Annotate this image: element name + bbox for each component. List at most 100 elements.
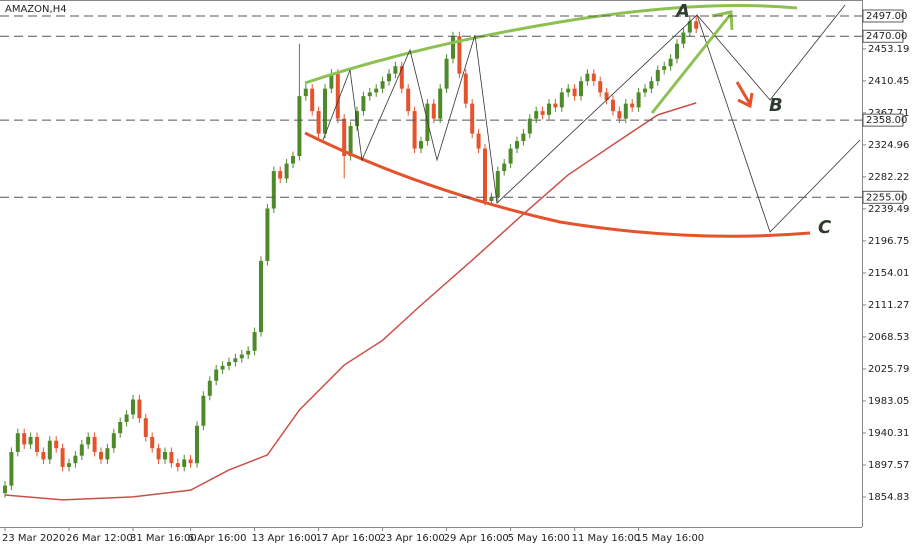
candle-body <box>220 365 225 370</box>
candle-body <box>323 88 327 134</box>
candle-body <box>227 362 231 366</box>
candle-body <box>393 66 398 74</box>
candle-body <box>431 103 436 119</box>
y-tick-label: 1940.31 <box>868 428 909 439</box>
candle-body <box>9 451 14 486</box>
candle-body <box>611 99 615 112</box>
x-tick-label: 23 Mar 2020 <box>2 533 65 544</box>
candle-body <box>515 141 519 149</box>
candle-body <box>15 433 20 452</box>
candle-body <box>547 103 551 115</box>
candle-body <box>374 88 379 93</box>
candle-body <box>579 81 583 97</box>
candle-body <box>163 451 167 460</box>
candle-body <box>111 433 116 449</box>
y-tick-label: 1854.83 <box>868 492 909 503</box>
x-tick-label: 17 Apr 16:00 <box>316 533 381 544</box>
moving-average <box>4 102 697 501</box>
candle-body <box>444 58 449 89</box>
candle-body <box>41 451 46 460</box>
candle-body <box>86 436 91 445</box>
annotation: B <box>769 95 783 116</box>
candle-body <box>278 171 283 179</box>
level-label-box <box>862 190 904 204</box>
candle-body <box>476 133 481 149</box>
pattern-line <box>322 14 861 233</box>
candle-body <box>124 414 129 422</box>
x-tick-label: 23 Apr 16:00 <box>380 533 445 544</box>
candle-body <box>585 73 590 82</box>
candle-body <box>67 463 71 467</box>
candle-body <box>79 444 84 456</box>
y-tick-label: 2410.45 <box>868 76 909 87</box>
candle-body <box>457 36 462 74</box>
x-tick-label: 13 Apr 16:00 <box>252 533 317 544</box>
candle-body <box>60 448 65 467</box>
candle-body <box>572 88 577 97</box>
plot <box>3 15 699 501</box>
level-label: 2255.00 <box>866 192 907 203</box>
up-arrow-head <box>711 10 734 31</box>
candle-body <box>527 118 532 134</box>
candle-body <box>54 440 59 449</box>
candle-body <box>35 436 39 452</box>
candle-body <box>259 260 263 333</box>
candle-body <box>284 163 289 179</box>
candle-body <box>451 36 455 59</box>
candle-body <box>399 66 404 89</box>
candle-body <box>534 111 539 119</box>
x-tick-label: 31 Mar 16:00 <box>130 533 197 544</box>
candle-body <box>99 451 103 460</box>
candle-body <box>675 43 679 59</box>
candle-body <box>355 111 359 127</box>
annotation: C <box>818 217 832 238</box>
x-tick-label: 26 Mar 12:00 <box>66 533 133 544</box>
candle-body <box>412 111 417 149</box>
candle-body <box>387 73 391 82</box>
y-tick-label: 1897.57 <box>868 460 909 471</box>
candle-body <box>271 171 276 209</box>
candle-body <box>553 103 558 108</box>
candle-body <box>649 81 654 89</box>
candle-body <box>233 358 238 363</box>
y-tick-label: 2367.71 <box>868 108 909 119</box>
y-tick-label: 2239.49 <box>868 204 909 215</box>
candle-body <box>361 96 366 112</box>
candle-body <box>681 32 686 44</box>
candle-body <box>470 103 475 134</box>
candle-body <box>419 141 423 149</box>
candle-body <box>329 73 334 89</box>
candle-body <box>502 163 507 172</box>
x-tick-label: 11 May 16:00 <box>572 533 641 544</box>
candle-body <box>252 332 257 351</box>
candle-body <box>540 111 545 115</box>
candle-body <box>694 21 699 29</box>
candle-body <box>246 350 251 355</box>
candle-body <box>297 96 302 157</box>
level-label-box <box>862 29 904 43</box>
candle-body <box>598 81 603 93</box>
y-tick-label: 1983.05 <box>868 396 909 407</box>
candle-body <box>316 111 321 134</box>
candle-body <box>47 440 52 460</box>
candle-body <box>668 58 673 67</box>
candle-body <box>566 88 571 93</box>
candle-body <box>623 103 628 119</box>
candle-body <box>22 433 27 445</box>
candle-body <box>483 148 487 202</box>
candle-body <box>438 88 443 119</box>
candle-body <box>3 485 7 494</box>
candle-body <box>380 81 385 89</box>
candle-body <box>643 88 647 93</box>
y-tick-label: 2154.01 <box>868 268 909 279</box>
candle-body <box>636 92 641 108</box>
level-label: 2497.00 <box>866 11 907 22</box>
y-tick-label: 2196.75 <box>868 236 909 247</box>
down-arrow-head <box>737 92 754 109</box>
candle-body <box>73 455 78 464</box>
candle-body <box>207 380 212 396</box>
candle-body <box>591 73 596 82</box>
chart-title: AMAZON,H4 <box>5 4 67 15</box>
candle-body <box>559 92 564 108</box>
candle-body <box>195 425 199 464</box>
